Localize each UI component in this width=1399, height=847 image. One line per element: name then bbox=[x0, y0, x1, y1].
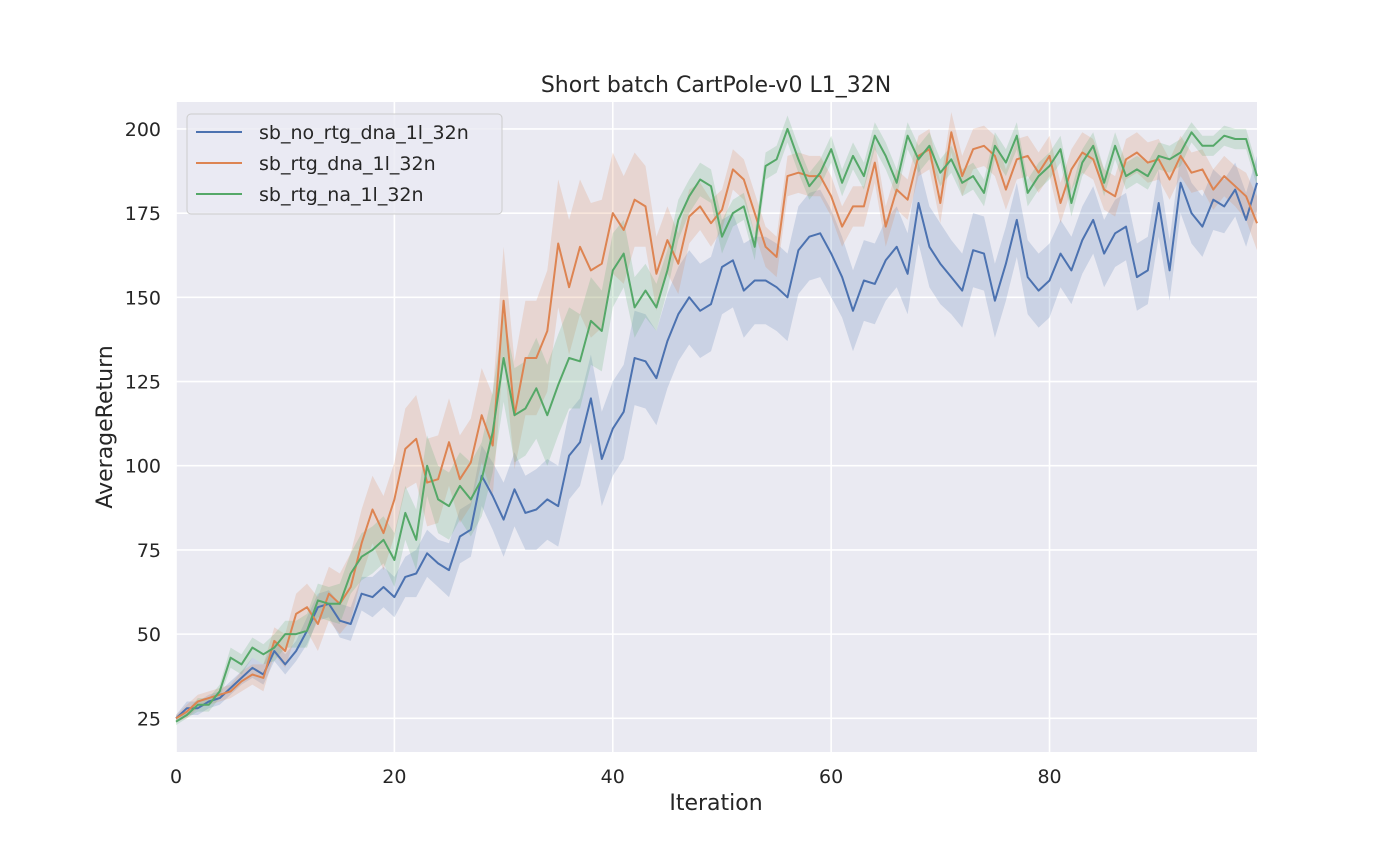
y-tick-label: 100 bbox=[125, 456, 161, 478]
x-tick-label: 20 bbox=[382, 766, 406, 788]
y-tick-label: 200 bbox=[125, 119, 161, 141]
chart-title: Short batch CartPole-v0 L1_32N bbox=[541, 73, 891, 98]
series-line bbox=[175, 127, 1258, 723]
x-tick-labels: 0 20 40 60 80 bbox=[170, 766, 1062, 788]
confidence-band bbox=[176, 115, 1257, 726]
x-tick-label: 40 bbox=[601, 766, 625, 788]
y-tick-label: 125 bbox=[125, 372, 161, 394]
legend: sb_no_rtg_dna_1l_32n sb_rtg_dna_1l_32n sb_… bbox=[186, 113, 503, 215]
y-tick-label: 25 bbox=[137, 708, 161, 730]
series-line bbox=[175, 181, 1258, 720]
legend-label: sb_rtg_na_1l_32n bbox=[259, 184, 424, 206]
legend-box bbox=[186, 113, 503, 215]
y-tick-labels: 25 50 75 100 125 150 175 200 bbox=[125, 119, 161, 730]
y-tick-label: 75 bbox=[137, 540, 161, 562]
y-tick-label: 150 bbox=[125, 287, 161, 309]
x-tick-label: 0 bbox=[170, 766, 182, 788]
legend-label: sb_rtg_dna_1l_32n bbox=[259, 153, 436, 175]
x-axis-title: Iteration bbox=[669, 791, 762, 816]
x-tick-label: 60 bbox=[819, 766, 843, 788]
x-tick-label: 80 bbox=[1037, 766, 1061, 788]
y-axis-title: AverageReturn bbox=[93, 345, 118, 508]
y-tick-label: 175 bbox=[125, 203, 161, 225]
legend-label: sb_no_rtg_dna_1l_32n bbox=[259, 122, 469, 144]
confidence-band bbox=[176, 152, 1257, 722]
y-tick-label: 50 bbox=[137, 624, 161, 646]
series-lines bbox=[175, 127, 1258, 723]
